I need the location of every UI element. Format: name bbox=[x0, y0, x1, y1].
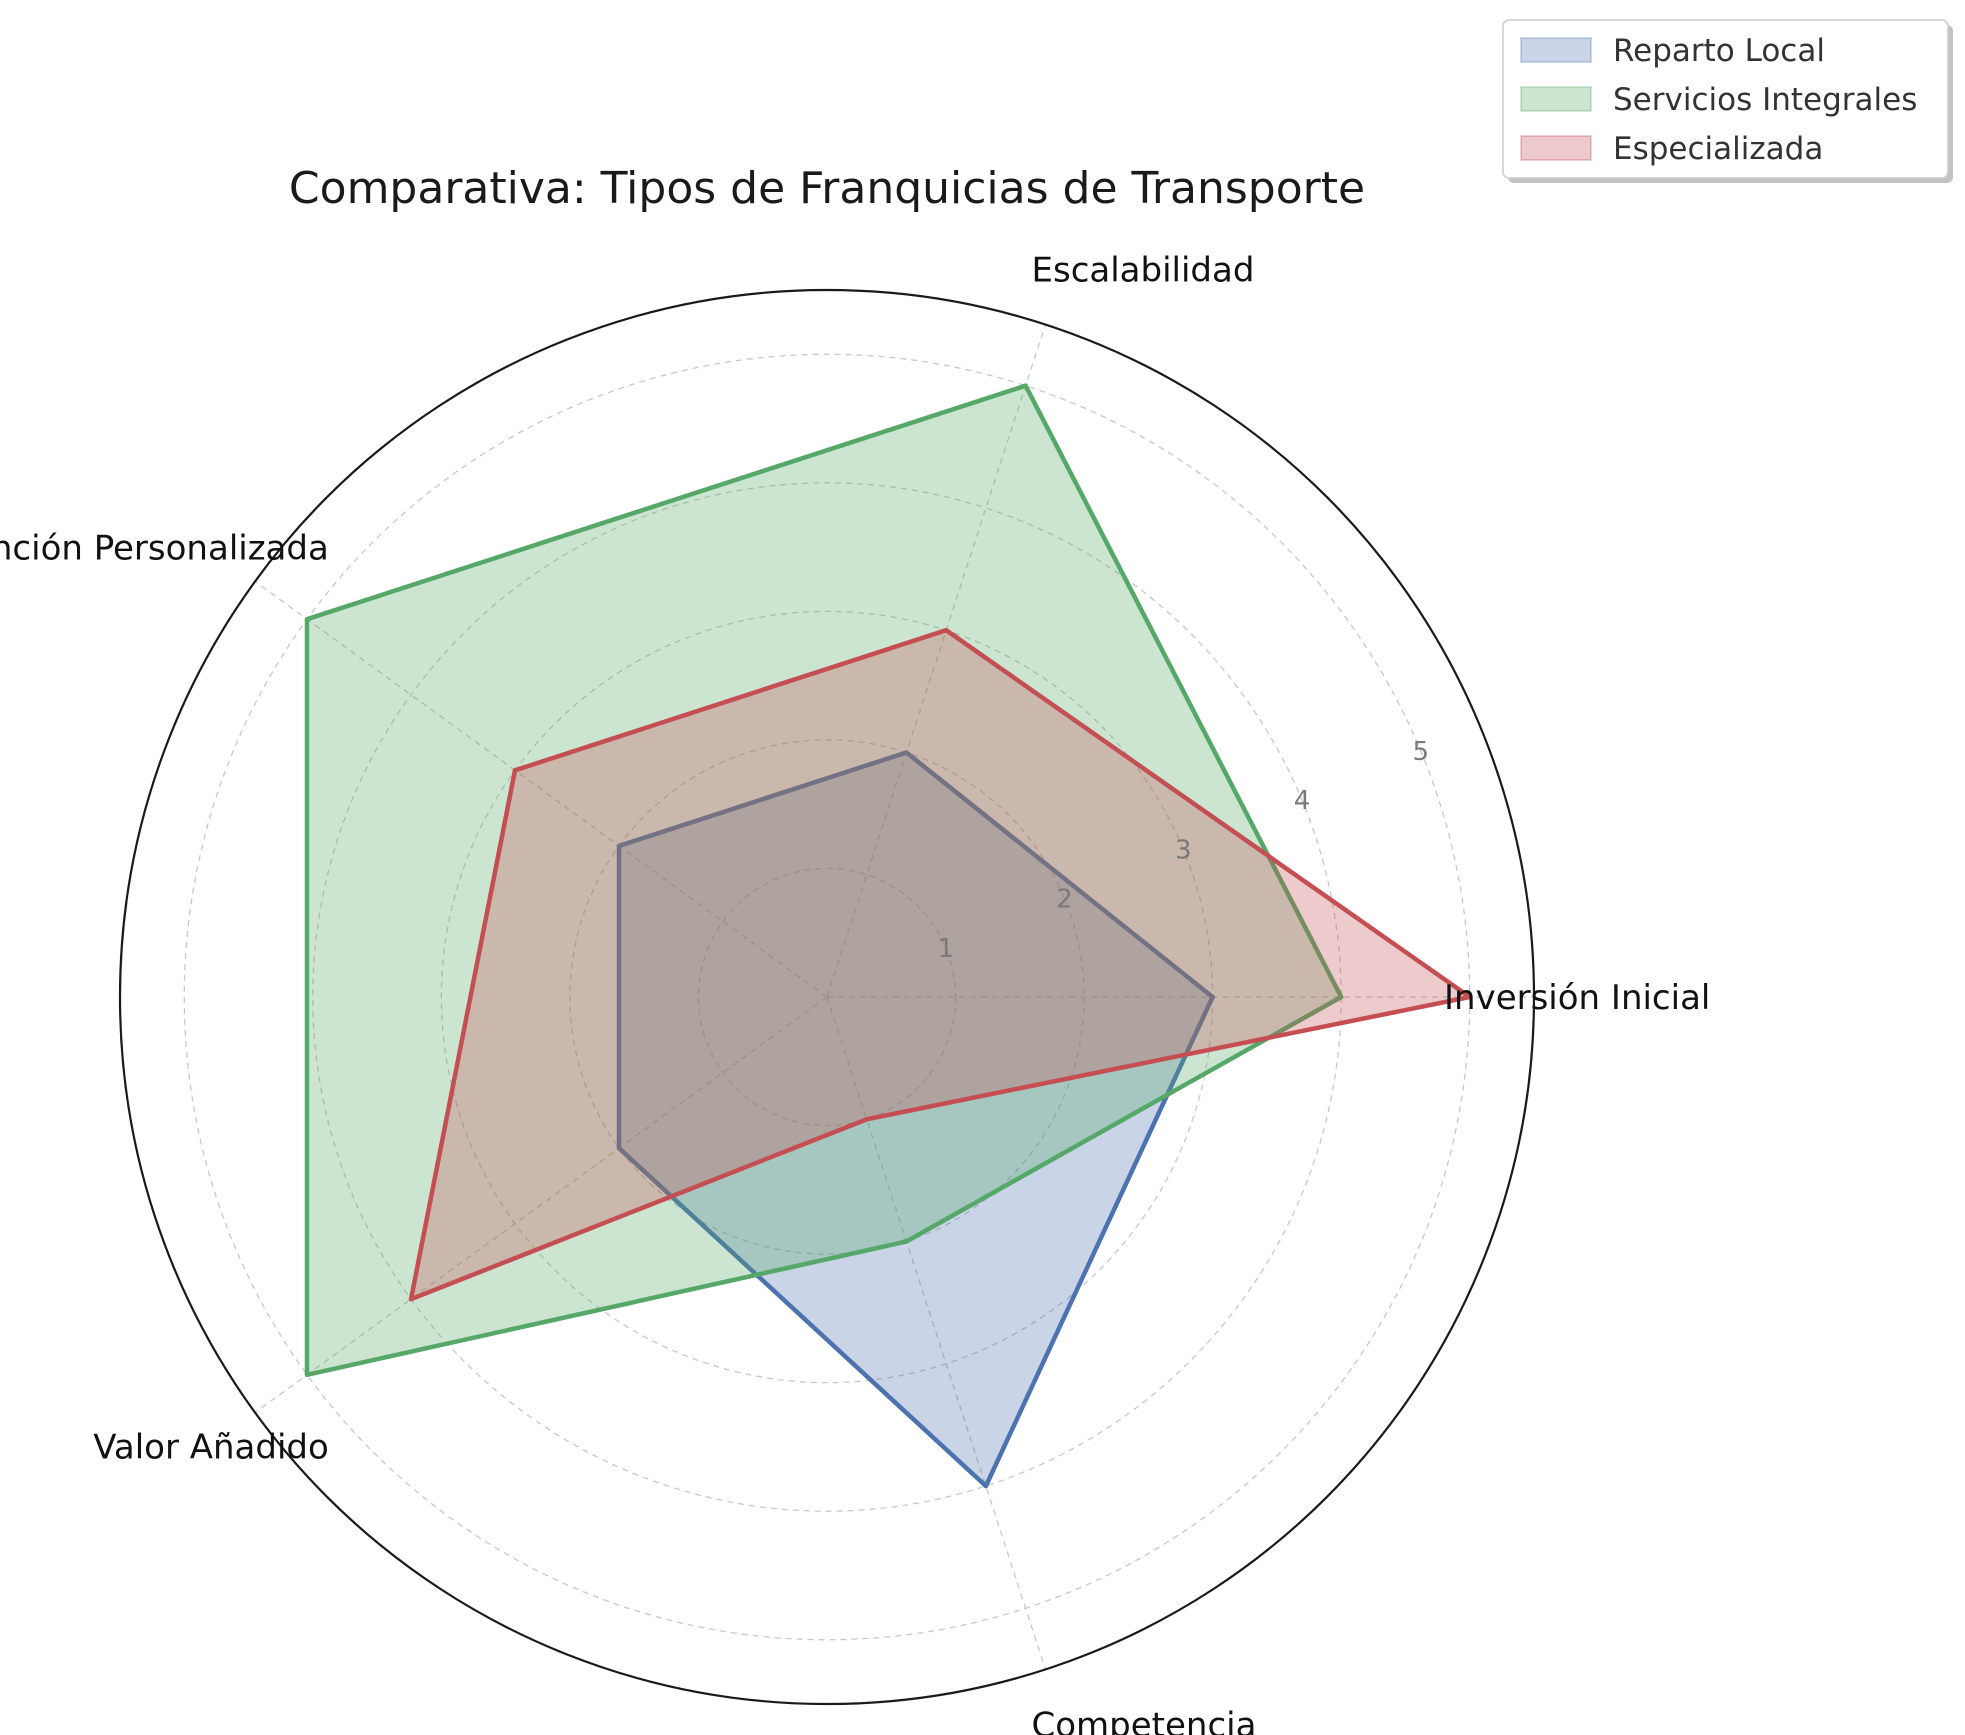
legend-box bbox=[1502, 19, 1949, 179]
legend-swatch-2 bbox=[1520, 86, 1592, 112]
grid-circle-1 bbox=[697, 867, 957, 1127]
r-tick-label-5: 5 bbox=[1413, 737, 1430, 767]
legend-label-2: Servicios Integrales bbox=[1613, 82, 1917, 118]
spoke-line-3 bbox=[254, 580, 828, 998]
series-area-3 bbox=[411, 630, 1470, 1300]
data-point-3-4 bbox=[408, 1297, 414, 1302]
data-point-1-3 bbox=[616, 843, 622, 849]
data-point-3-5 bbox=[864, 1117, 869, 1122]
legend: Reparto Local Servicios Integrales Especia… bbox=[1502, 19, 1953, 183]
data-point-2-4 bbox=[304, 1372, 310, 1377]
data-point-2-1 bbox=[1338, 994, 1344, 1000]
data-point-1-4 bbox=[616, 1145, 622, 1151]
data-point-3-1 bbox=[1467, 994, 1472, 1000]
data-point-3-2 bbox=[943, 628, 949, 633]
axis-label-2: Escalabilidad bbox=[1032, 250, 1255, 290]
series-layer bbox=[304, 383, 1472, 1489]
series-area-2 bbox=[307, 385, 1342, 1375]
series-3 bbox=[408, 627, 1472, 1302]
series-area-1 bbox=[619, 752, 1213, 1486]
legend-label-3: Especializada bbox=[1613, 131, 1823, 167]
data-point-2-3 bbox=[304, 617, 310, 622]
tick-layer: 1 2 3 4 5 bbox=[938, 737, 1430, 964]
axis-label-3: Atención Personalizada bbox=[0, 528, 329, 568]
outer-frame bbox=[118, 288, 1536, 1706]
spoke-line-5 bbox=[826, 996, 1047, 1670]
r-tick-label-1: 1 bbox=[938, 934, 955, 964]
data-point-2-2 bbox=[1023, 383, 1028, 388]
data-point-2-5 bbox=[904, 1239, 909, 1244]
series-line-2 bbox=[304, 383, 1344, 1378]
chart-title: Comparativa: Tipos de Franquicias de Tra… bbox=[289, 163, 1365, 214]
series-line-1 bbox=[616, 750, 1215, 1489]
r-tick-label-2: 2 bbox=[1056, 885, 1073, 915]
r-tick-label-3: 3 bbox=[1175, 835, 1192, 865]
series-2 bbox=[304, 383, 1344, 1378]
legend-swatch-3 bbox=[1520, 135, 1592, 161]
axis-label-5: Competencia bbox=[1032, 1706, 1257, 1735]
axis-label-layer: Inversión Inicial Escalabilidad Atención P… bbox=[0, 250, 1710, 1735]
series-1 bbox=[616, 750, 1215, 1489]
axis-label-1: Inversión Inicial bbox=[1444, 978, 1710, 1018]
r-tick-label-4: 4 bbox=[1294, 786, 1311, 816]
data-point-1-2 bbox=[904, 750, 909, 755]
spoke-line-2 bbox=[826, 324, 1047, 998]
legend-swatch-1 bbox=[1520, 37, 1592, 63]
series-line-3 bbox=[408, 627, 1472, 1302]
axis-label-4: Valor Añadido bbox=[93, 1428, 329, 1468]
spoke-line-4 bbox=[254, 996, 828, 1414]
legend-label-1: Reparto Local bbox=[1613, 33, 1825, 69]
data-point-3-3 bbox=[512, 768, 518, 773]
data-point-1-5 bbox=[983, 1483, 989, 1489]
data-point-1-1 bbox=[1210, 994, 1215, 1000]
